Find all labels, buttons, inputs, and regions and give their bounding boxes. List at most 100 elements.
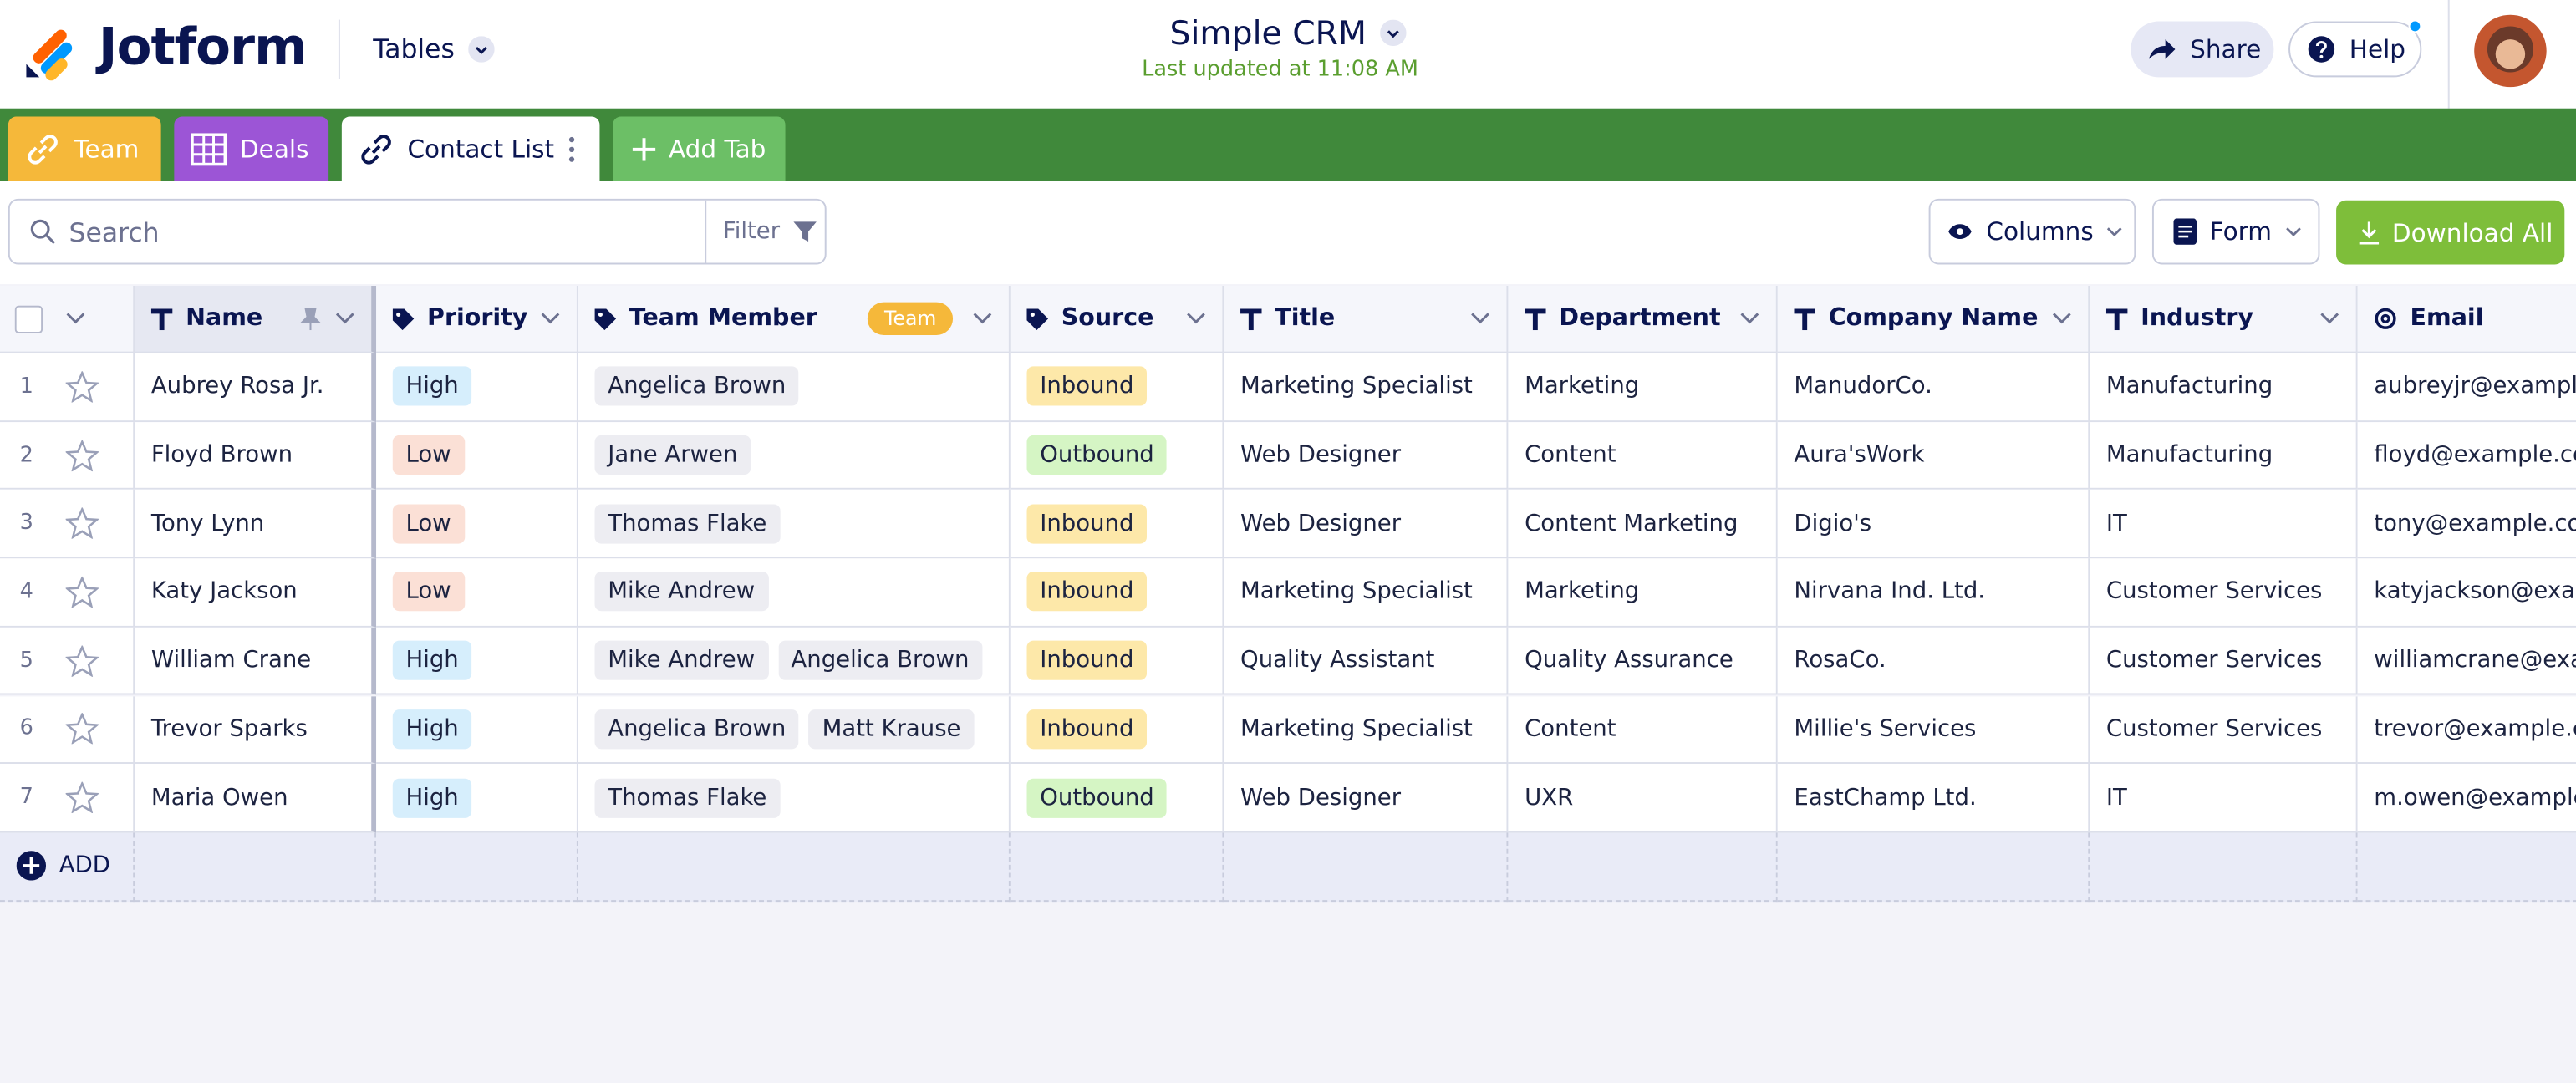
cell: Customer Services (2090, 695, 2358, 765)
avatar[interactable] (2472, 13, 2548, 89)
columns-button[interactable]: Columns (1928, 198, 2136, 265)
cell: Inbound (1010, 695, 1224, 765)
title[interactable]: Simple CRM (1170, 13, 1407, 53)
member-chip: Mike Andrew (594, 640, 768, 681)
company-text: Digio's (1794, 510, 1872, 537)
column-header[interactable]: Email (2357, 286, 2576, 353)
name-text: William Crane (150, 647, 312, 674)
column-label: Priority (427, 305, 528, 333)
caret-svg (973, 313, 992, 324)
tab[interactable]: Contact List (341, 116, 600, 181)
email-text: trevor@example.com (2374, 715, 2576, 743)
cell: Marketing Specialist (1224, 353, 1509, 422)
tab-label: Contact List (407, 134, 555, 164)
company-text: Nirvana Ind. Ltd. (1794, 578, 1986, 606)
cell: Katy Jackson (135, 558, 377, 628)
cell: Content Marketing (1508, 490, 1778, 559)
column-label: Email (2410, 305, 2484, 333)
tab[interactable]: Add Tab (613, 116, 786, 181)
row-number: 7 (19, 785, 33, 811)
tab[interactable]: Deals (174, 116, 329, 181)
add-row-cell (578, 832, 1011, 902)
help-label: Help (2349, 34, 2406, 64)
filter-button[interactable]: Filter (705, 200, 824, 263)
logo: Jotform (98, 18, 308, 78)
caret (467, 35, 495, 62)
department-text: Quality Assurance (1525, 647, 1733, 674)
column-header[interactable]: Priority (376, 286, 578, 353)
cell: Millie's Services (1777, 695, 2090, 765)
download-button[interactable]: Download All (2336, 200, 2565, 265)
cell: Customer Services (2090, 627, 2358, 696)
cell: High (376, 764, 578, 833)
cell: tony@example.com (2357, 490, 2576, 559)
industry-text: Customer Services (2105, 715, 2323, 743)
tab-icon (191, 132, 227, 165)
tab-label: Deals (239, 134, 309, 164)
department-text: Marketing (1525, 578, 1640, 606)
caret-svg (1471, 313, 1489, 324)
star-svg (66, 644, 99, 677)
column-label: Department (1559, 305, 1721, 333)
cell: Jane Arwen (578, 421, 1011, 491)
column-label: Industry (2141, 305, 2254, 333)
caret-svg (2052, 313, 2071, 324)
app-switch[interactable]: Tables (373, 33, 495, 64)
tab[interactable]: Team (8, 116, 161, 181)
column-header[interactable]: Title (1224, 286, 1509, 353)
search-box[interactable]: Search (8, 198, 827, 265)
company-text: RosaCo. (1794, 647, 1886, 674)
pin-icon-svg (300, 308, 321, 331)
source-tag: Outbound (1026, 435, 1168, 475)
cell: High (376, 627, 578, 696)
source-tag: Inbound (1026, 640, 1148, 681)
add-row-cell (1010, 832, 1224, 902)
member-chip: Mike Andrew (594, 572, 768, 613)
column-icon (1240, 308, 1262, 330)
member-chip: Jane Arwen (594, 435, 751, 475)
star (66, 370, 99, 403)
column-icon-svg (1525, 308, 1546, 330)
cell: Tony Lynn (135, 490, 377, 559)
column-header[interactable]: Team Member Team (578, 286, 1011, 353)
title-text: Marketing Specialist (1240, 578, 1473, 606)
department-text: Content Marketing (1525, 510, 1739, 537)
form-label: Form (2209, 216, 2273, 247)
star-svg (66, 439, 99, 471)
add-row-cell (1777, 832, 2090, 902)
last-updated: Last updated at 11:08 AM (1142, 57, 1418, 83)
column-header[interactable]: Industry (2090, 286, 2358, 353)
department-text: UXR (1525, 784, 1574, 811)
column-icon (1026, 308, 1049, 330)
cell: Inbound (1010, 490, 1224, 559)
cell: Inbound (1010, 353, 1224, 422)
cell: RosaCo. (1777, 627, 2090, 696)
column-header[interactable]: Name (135, 286, 377, 353)
column-label: Company Name (1828, 305, 2039, 333)
caret (1379, 19, 1407, 47)
row-number: 6 (19, 716, 33, 742)
column-icon-svg (1794, 308, 1815, 330)
member-chip: Thomas Flake (594, 503, 781, 544)
form-button[interactable]: Form (2151, 198, 2320, 265)
help-button[interactable]: Help (2288, 21, 2422, 78)
column-icon (2374, 308, 2397, 331)
cell: UXR (1508, 764, 1778, 833)
column-header[interactable]: Department (1508, 286, 1778, 353)
star-svg (66, 507, 99, 540)
cell: Trevor Sparks (135, 695, 377, 765)
row-number: 4 (19, 579, 33, 605)
column-icon-svg (150, 308, 173, 330)
cell: High (376, 695, 578, 765)
caret-svg (542, 313, 560, 324)
caret (541, 312, 561, 325)
column-header[interactable]: Source (1010, 286, 1224, 353)
title-text: Marketing Specialist (1240, 373, 1473, 400)
share-button[interactable]: Share (2131, 21, 2274, 78)
email-text: williamcrane@example.com (2374, 647, 2576, 674)
add-row-button[interactable]: ADD (0, 832, 135, 902)
source-tag: Outbound (1026, 777, 1168, 817)
cell: Marketing Specialist (1224, 695, 1509, 765)
tab-icon-svg (361, 134, 391, 164)
column-header[interactable]: Company Name (1777, 286, 2090, 353)
